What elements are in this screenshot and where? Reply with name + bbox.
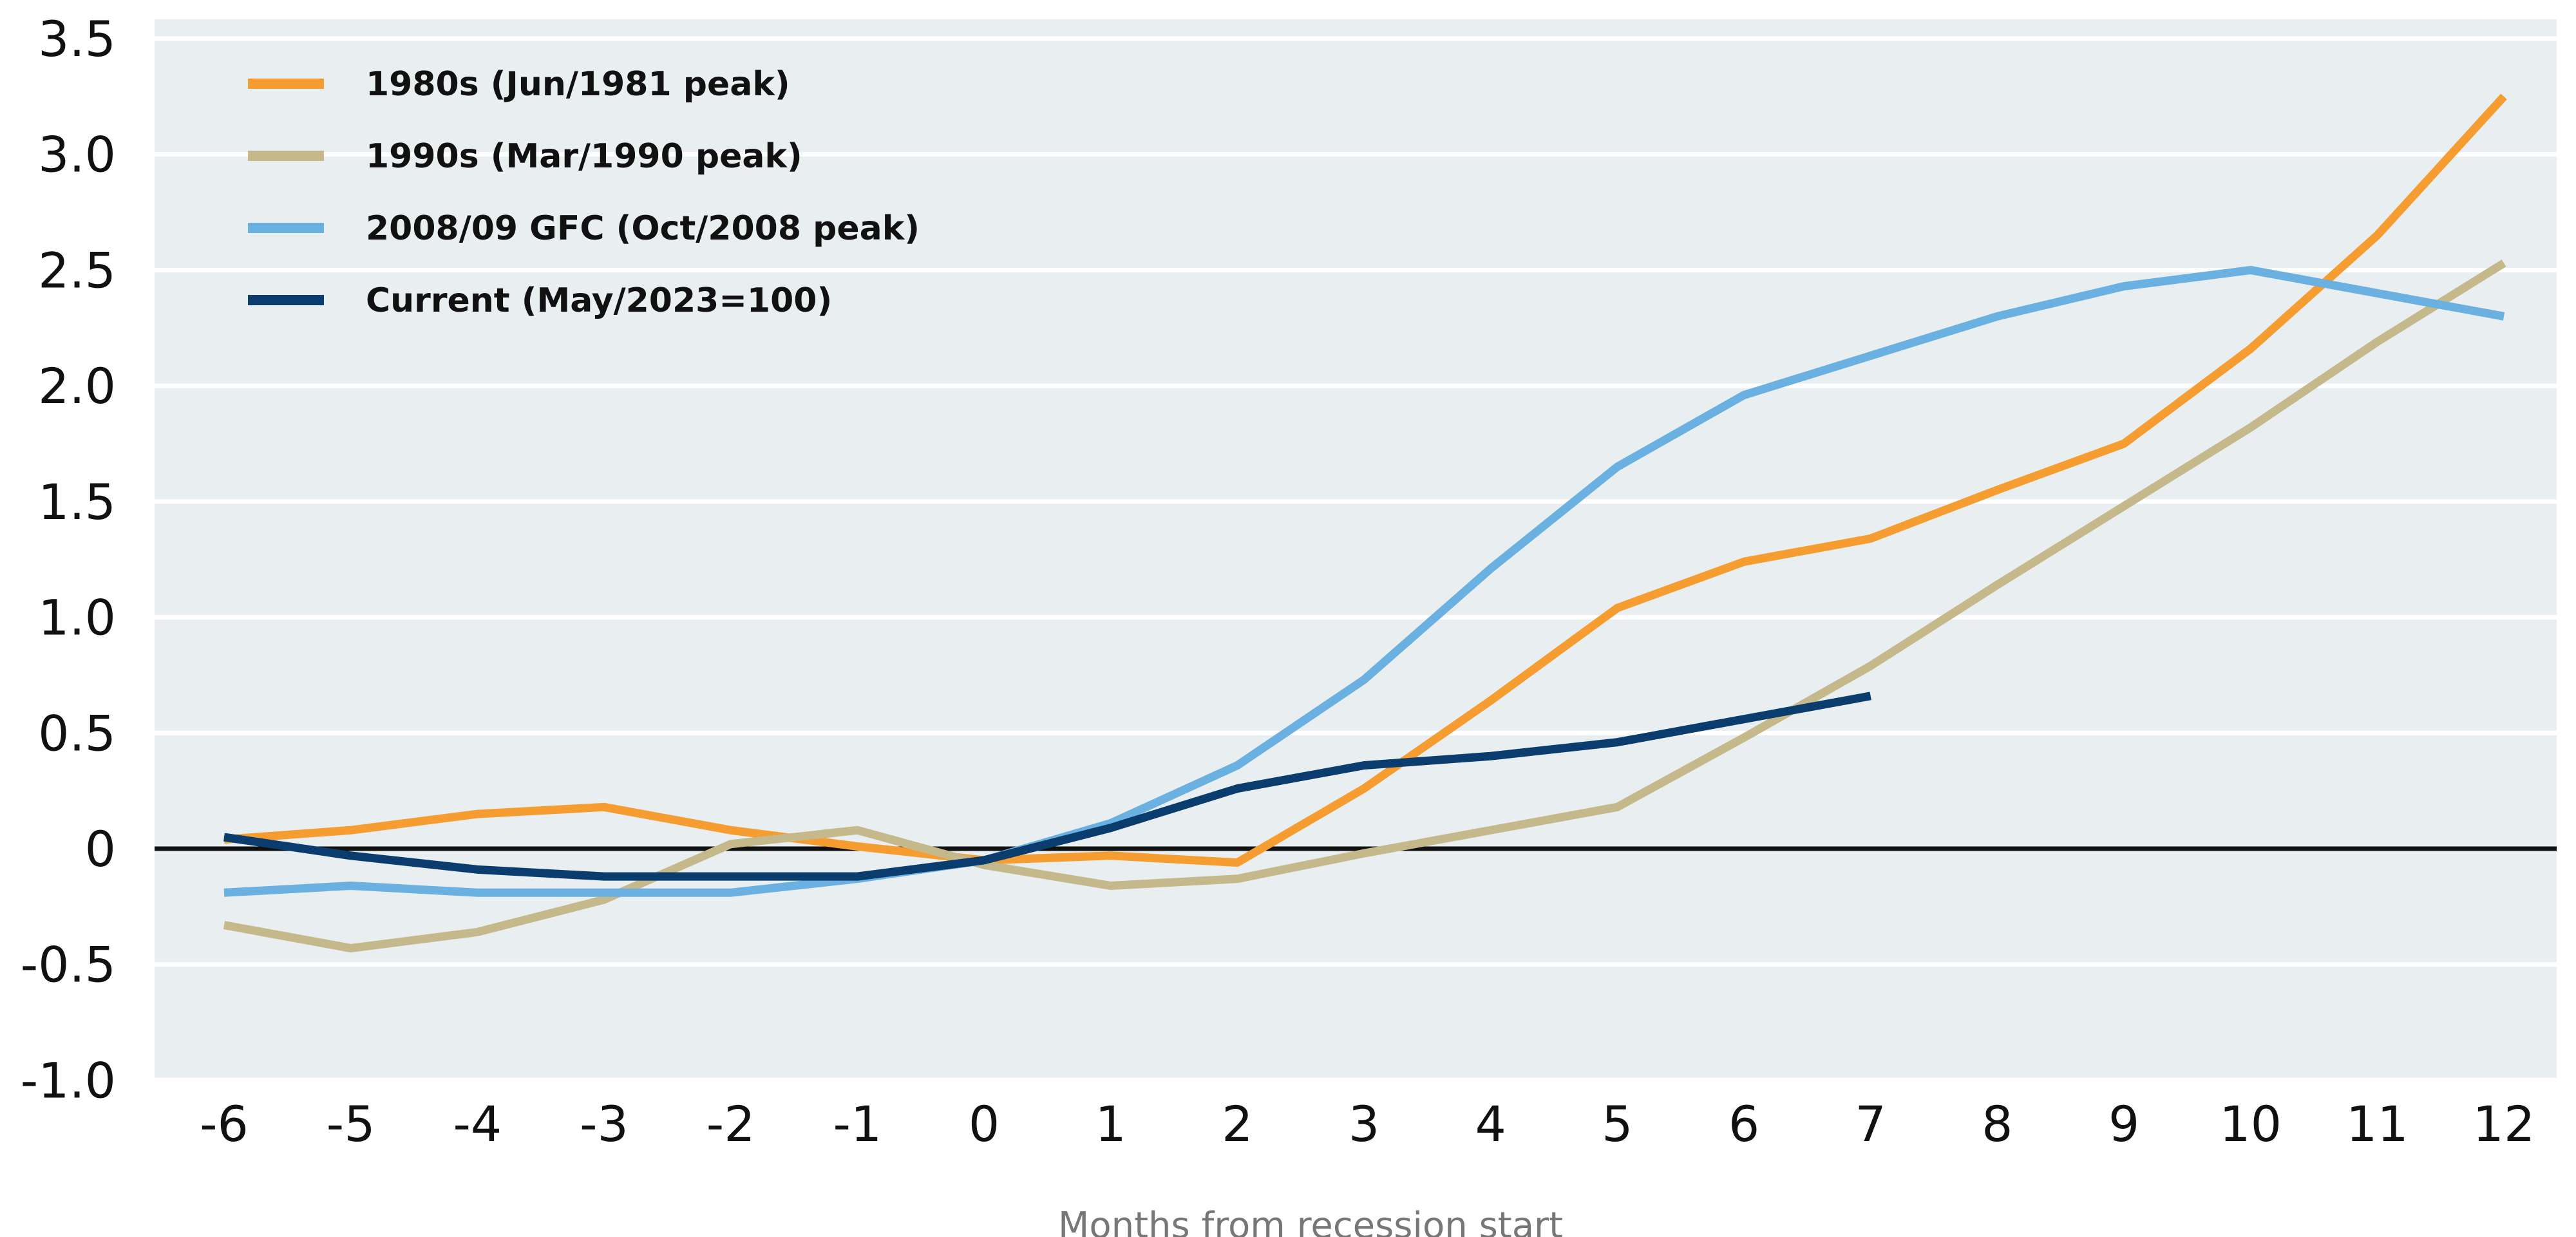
x-tick-label: 12 — [2473, 1095, 2535, 1153]
y-tick-label: 1.5 — [38, 473, 116, 531]
y-tick-label: -0.5 — [21, 936, 116, 994]
series-3 — [223, 692, 1871, 881]
x-axis-title: Months from recession start — [1058, 1205, 1563, 1237]
x-tick-label: -3 — [580, 1095, 629, 1153]
y-tick-label: 0 — [85, 820, 116, 878]
x-tick-label: 4 — [1475, 1095, 1506, 1153]
y-tick-label: 3.0 — [38, 126, 116, 184]
x-axis-tick-labels: -6 -5 -4 -3 -2 -1 0 1 2 3 4 5 6 7 8 9 10 11 12 — [200, 1095, 2535, 1153]
y-axis-tick-labels: 3.5 3.0 2.5 2.0 1.5 1.0 0.5 0 -0.5 -1.0 — [21, 10, 116, 1109]
x-tick-label: 9 — [2108, 1095, 2139, 1153]
legend-item: 2008/09 GFC (Oct/2008 peak) — [248, 209, 920, 248]
x-tick-label: 0 — [969, 1095, 999, 1153]
legend-label: 2008/09 GFC (Oct/2008 peak) — [366, 209, 920, 248]
x-tick-label: 11 — [2346, 1095, 2409, 1153]
x-tick-label: -6 — [200, 1095, 249, 1153]
y-tick-label: 2.5 — [38, 241, 116, 299]
x-tick-label: 8 — [1982, 1095, 2012, 1153]
x-tick-label: 7 — [1855, 1095, 1886, 1153]
legend-item: 1980s (Jun/1981 peak) — [248, 65, 790, 104]
series-lines — [223, 93, 2507, 953]
x-tick-label: -4 — [453, 1095, 502, 1153]
x-tick-label: 3 — [1349, 1095, 1379, 1153]
y-tick-label: 2.0 — [38, 357, 116, 415]
legend-label: 1990s (Mar/1990 peak) — [366, 137, 802, 176]
series-line — [223, 692, 1871, 881]
x-tick-label: 6 — [1728, 1095, 1759, 1153]
y-tick-label: 1.0 — [38, 589, 116, 647]
legend: 1980s (Jun/1981 peak) 1990s (Mar/1990 pea… — [248, 65, 920, 320]
legend-label: 1980s (Jun/1981 peak) — [366, 65, 790, 104]
series-2 — [223, 265, 2505, 897]
x-tick-label: 10 — [2219, 1095, 2282, 1153]
x-tick-label: -5 — [327, 1095, 375, 1153]
series-1 — [223, 260, 2506, 953]
grid-lines — [155, 36, 2557, 1082]
plot-background — [155, 19, 2557, 1079]
y-tick-label: 3.5 — [38, 10, 116, 68]
x-tick-label: -1 — [833, 1095, 882, 1153]
x-tick-label: -2 — [706, 1095, 755, 1153]
legend-label: Current (May/2023=100) — [366, 281, 832, 320]
y-tick-label: -1.0 — [21, 1052, 116, 1109]
y-tick-label: 0.5 — [38, 704, 116, 762]
x-tick-label: 5 — [1602, 1095, 1633, 1153]
legend-item: Current (May/2023=100) — [248, 281, 832, 320]
legend-item: 1990s (Mar/1990 peak) — [248, 137, 802, 176]
x-tick-label: 2 — [1222, 1095, 1253, 1153]
x-tick-label: 1 — [1095, 1095, 1126, 1153]
